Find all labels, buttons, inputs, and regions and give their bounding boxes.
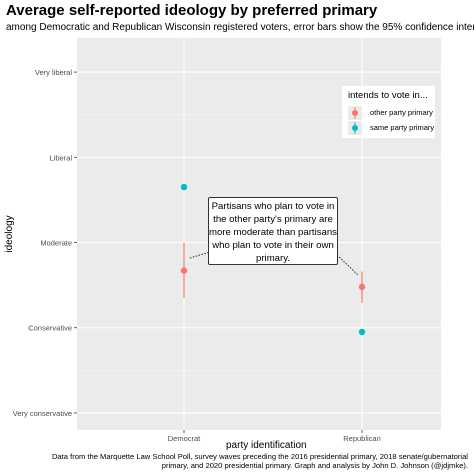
y-tick-label: Liberal bbox=[49, 153, 72, 162]
legend-key-same-party bbox=[348, 121, 362, 135]
legend-label-other-party: other party primary bbox=[370, 108, 433, 117]
y-tick-label: Moderate bbox=[40, 239, 72, 248]
annotation-line-5: primary. bbox=[256, 253, 290, 264]
legend: intends to vote in... other party primar… bbox=[342, 86, 435, 138]
y-tick-label: Very liberal bbox=[35, 68, 72, 77]
annotation-line-1: Partisans who plan to vote in bbox=[211, 201, 335, 212]
x-axis-label: party identification bbox=[226, 440, 307, 451]
data-point bbox=[358, 283, 366, 291]
caption: Data from the Marquette Law School Poll,… bbox=[52, 452, 468, 470]
data-point bbox=[180, 183, 188, 191]
legend-title: intends to vote in... bbox=[348, 90, 428, 101]
data-points bbox=[180, 183, 366, 336]
axis-ticks: Very conservative Conservative Moderate Lib… bbox=[13, 68, 381, 443]
chart-title: Average self-reported ideology by prefer… bbox=[6, 2, 378, 19]
annotation-line-3: more moderate than partisans bbox=[209, 227, 337, 238]
legend-key-other-party bbox=[348, 106, 362, 120]
annotation-line-2: the other party's primary are bbox=[213, 214, 333, 225]
annotation-leader-right bbox=[336, 254, 359, 276]
x-tick-label: Democrat bbox=[168, 434, 201, 443]
legend-label-same-party: same party primary bbox=[370, 123, 435, 132]
annotation-line-4: who plan to vote in their own bbox=[212, 240, 334, 251]
caption-line-1: Data from the Marquette Law School Poll,… bbox=[51, 452, 468, 461]
data-point bbox=[180, 267, 188, 274]
data-point bbox=[358, 328, 366, 336]
chart-subtitle: among Democratic and Republican Wisconsi… bbox=[6, 22, 474, 33]
gridlines bbox=[77, 38, 441, 430]
annotation-box: Partisans who plan to vote in the other … bbox=[208, 197, 338, 265]
y-tick-label: Very conservative bbox=[13, 409, 72, 418]
y-tick-label: Conservative bbox=[28, 324, 72, 333]
y-axis-label: ideology bbox=[4, 215, 15, 252]
annotation-leader-left bbox=[189, 251, 211, 259]
caption-line-2: primary, and 2020 presidential primary. … bbox=[161, 461, 468, 470]
x-tick-label: Republican bbox=[343, 434, 381, 443]
